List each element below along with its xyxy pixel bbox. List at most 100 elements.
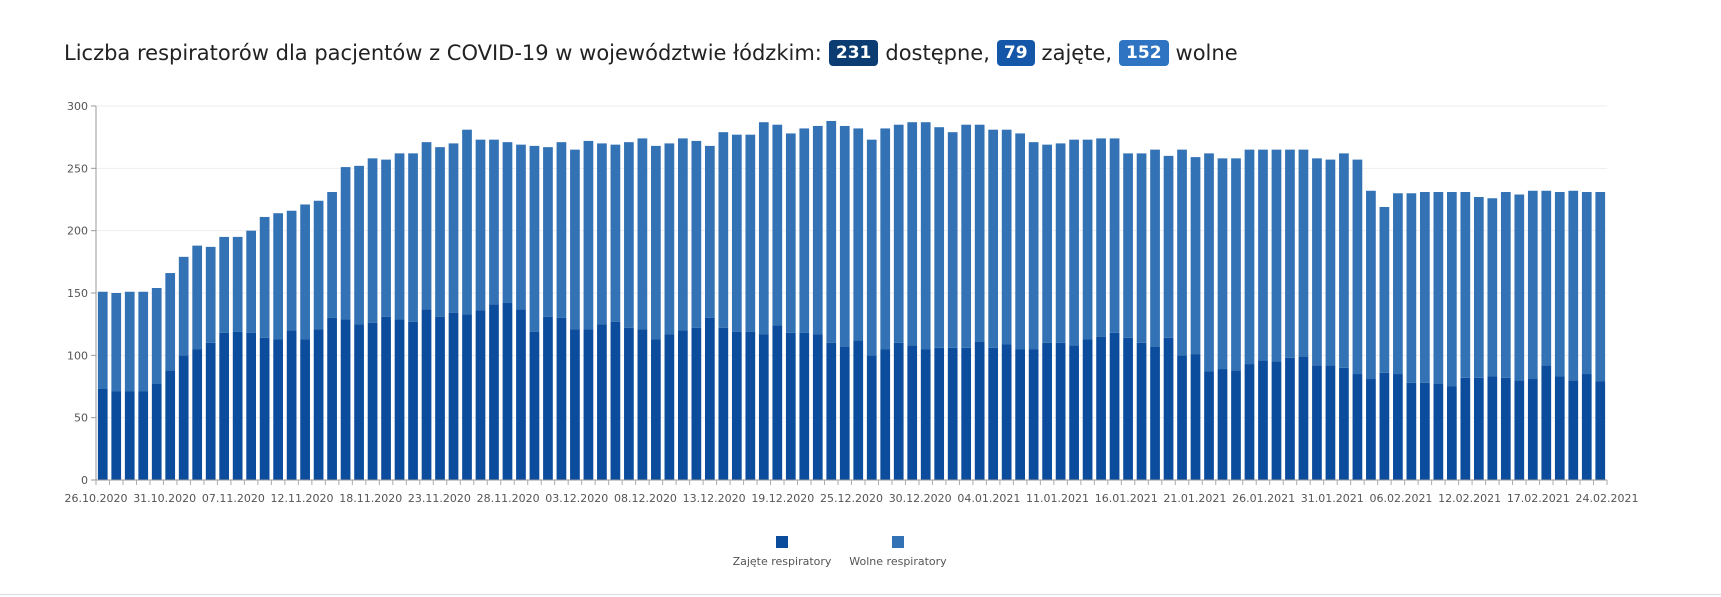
bar-occupied bbox=[610, 321, 621, 480]
bar-occupied bbox=[1082, 339, 1093, 480]
bar-occupied bbox=[1177, 355, 1187, 480]
legend-swatch bbox=[892, 536, 904, 548]
bar-free bbox=[448, 143, 459, 313]
bar-free bbox=[597, 143, 607, 325]
bar-free bbox=[1285, 149, 1295, 358]
bar-free bbox=[1312, 158, 1322, 366]
bar-occupied bbox=[1581, 374, 1592, 480]
legend-label: Wolne respiratory bbox=[849, 555, 947, 568]
bar-free bbox=[394, 153, 405, 320]
bar-free bbox=[1109, 138, 1120, 333]
bar-occupied bbox=[138, 391, 149, 480]
bar-free bbox=[651, 145, 661, 340]
bar-free bbox=[1366, 190, 1376, 380]
bar-free bbox=[1379, 206, 1390, 373]
bar-occupied bbox=[745, 331, 756, 480]
bar-occupied bbox=[529, 331, 540, 480]
bar-free bbox=[1420, 192, 1430, 383]
bar-free bbox=[421, 142, 432, 310]
y-tick-label: 0 bbox=[81, 474, 88, 487]
bar-occupied bbox=[381, 316, 391, 480]
bar-free bbox=[367, 158, 378, 323]
bar-free bbox=[165, 273, 176, 371]
title-text: Liczba respiratorów dla pacjentów z COVI… bbox=[64, 41, 822, 65]
bar-occupied bbox=[1568, 380, 1579, 480]
bar-free bbox=[543, 147, 553, 317]
bar-occupied bbox=[556, 317, 567, 480]
legend-item-occupied[interactable]: Zajęte respiratory bbox=[733, 536, 832, 568]
bar-occupied bbox=[1015, 349, 1025, 480]
x-tick-label: 23.11.2020 bbox=[408, 492, 471, 505]
bar-occupied bbox=[893, 342, 904, 480]
bar-free bbox=[1204, 153, 1214, 372]
bar-occupied bbox=[165, 370, 176, 480]
bar-occupied bbox=[1500, 377, 1511, 480]
bar-occupied bbox=[637, 329, 648, 480]
x-tick-label: 26.10.2020 bbox=[65, 492, 128, 505]
legend-item-free[interactable]: Wolne respiratory bbox=[849, 536, 947, 568]
bar-free bbox=[1082, 139, 1093, 340]
bar-occupied bbox=[313, 329, 324, 480]
bar-free bbox=[934, 127, 945, 348]
bar-free bbox=[1271, 149, 1282, 362]
bar-free bbox=[313, 200, 324, 330]
bar-occupied bbox=[691, 327, 702, 480]
bar-free bbox=[219, 236, 230, 333]
bar-free bbox=[340, 167, 351, 320]
bar-free bbox=[1177, 149, 1187, 356]
bar-free bbox=[1527, 190, 1538, 380]
bar-occupied bbox=[772, 325, 783, 480]
bar-occupied bbox=[462, 314, 472, 480]
bar-occupied bbox=[232, 331, 243, 480]
bar-occupied bbox=[1271, 361, 1282, 480]
bar-free bbox=[462, 129, 472, 315]
bar-free bbox=[1325, 159, 1336, 366]
bar-free bbox=[1393, 193, 1403, 375]
free-count-badge: 152 bbox=[1119, 40, 1169, 66]
chart-title: Liczba respiratorów dla pacjentów z COVI… bbox=[64, 38, 1238, 68]
bar-free bbox=[1096, 138, 1106, 337]
axes: 0 50 100 150 200 250 300 26.10.2020 31.10.2020 07… bbox=[65, 100, 1639, 505]
bottom-divider bbox=[0, 594, 1721, 595]
bar-occupied bbox=[866, 355, 877, 480]
bar-free bbox=[1298, 149, 1309, 357]
bar-free bbox=[151, 288, 162, 385]
bar-occupied bbox=[583, 329, 594, 480]
bar-free bbox=[1500, 192, 1511, 378]
x-tick-label: 16.01.2021 bbox=[1095, 492, 1158, 505]
bar-occupied bbox=[1136, 342, 1147, 480]
x-tick-label: 31.01.2021 bbox=[1301, 492, 1364, 505]
bar-occupied bbox=[1042, 342, 1052, 480]
x-tick-label: 12.11.2020 bbox=[271, 492, 334, 505]
bar-free bbox=[1541, 190, 1552, 366]
y-tick-label: 150 bbox=[67, 287, 88, 300]
bar-free bbox=[1028, 142, 1039, 350]
bar-occupied bbox=[1339, 367, 1349, 480]
bar-occupied bbox=[1096, 336, 1106, 480]
bar-free bbox=[111, 293, 122, 392]
bar-occupied bbox=[651, 339, 661, 480]
bar-occupied bbox=[1366, 379, 1376, 480]
x-tick-label: 19.12.2020 bbox=[751, 492, 814, 505]
bar-free bbox=[785, 133, 796, 333]
bar-occupied bbox=[1352, 374, 1363, 480]
bar-occupied bbox=[1312, 365, 1322, 480]
y-tick-label: 300 bbox=[67, 100, 88, 113]
bar-occupied bbox=[624, 327, 634, 480]
bar-free bbox=[259, 216, 270, 338]
bar-free bbox=[300, 204, 310, 340]
bar-free bbox=[435, 147, 445, 317]
bar-occupied bbox=[1420, 382, 1430, 480]
bar-free bbox=[799, 128, 810, 333]
bar-occupied bbox=[570, 329, 580, 480]
bar-occupied bbox=[907, 345, 918, 480]
bar-occupied bbox=[97, 388, 108, 480]
legend[interactable]: Zajęte respiratory Wolne respiratory bbox=[733, 536, 948, 568]
bar-occupied bbox=[300, 339, 310, 480]
bar-free bbox=[826, 120, 837, 343]
bar-free bbox=[1568, 190, 1579, 381]
bar-occupied bbox=[111, 391, 122, 480]
bar-free bbox=[192, 245, 203, 350]
bar-occupied bbox=[1473, 377, 1484, 480]
bar-free bbox=[246, 230, 257, 333]
